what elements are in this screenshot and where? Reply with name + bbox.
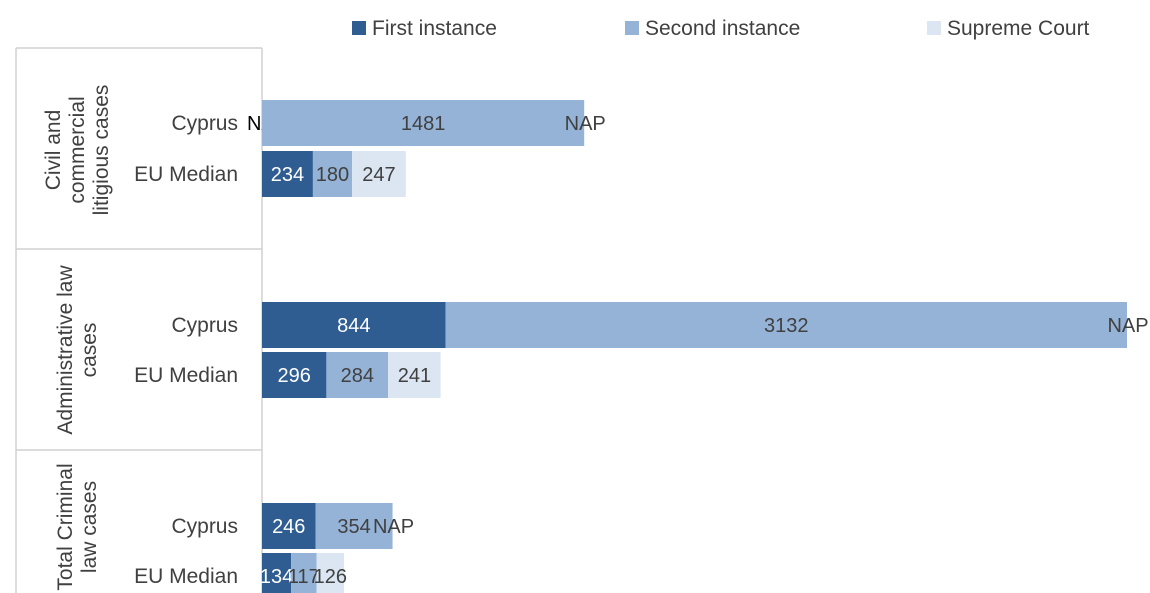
bar-segment-second-instance	[262, 100, 585, 146]
group-label-line: commercial	[66, 96, 89, 203]
group-label-line: Administrative law	[54, 265, 77, 435]
bar-segment-first-instance	[262, 302, 446, 348]
data-label: 3132	[764, 315, 809, 337]
data-label: 1481	[401, 113, 446, 135]
category-label: Cyprus	[171, 112, 238, 135]
legend-label-3: Supreme Court	[947, 17, 1090, 40]
bar-segment-second-instance	[445, 302, 1127, 348]
data-label: 180	[316, 164, 349, 186]
group-label-line: Total Criminal	[54, 463, 77, 590]
data-label: 844	[337, 315, 370, 337]
bar-segment-second-instance	[315, 503, 393, 549]
bar-segment-first-instance	[262, 503, 316, 549]
data-label: 241	[398, 365, 431, 387]
bar-segment-second-instance	[326, 352, 389, 398]
group-label-line: law cases	[78, 481, 101, 573]
legend-swatch-2	[625, 21, 639, 35]
data-label: 117	[288, 566, 320, 588]
group-label-3: Total Criminallaw cases	[54, 463, 101, 590]
data-label: 134	[260, 566, 293, 588]
group-label-line: litigious cases	[90, 85, 113, 216]
legend: First instance Second instance Supreme Cou…	[352, 17, 1090, 40]
bar-segment-supreme-court	[388, 352, 441, 398]
group-label-line: Civil and	[42, 110, 65, 191]
category-label: EU Median	[134, 163, 238, 186]
data-label: 284	[341, 365, 374, 387]
legend-swatch-3	[927, 21, 941, 35]
bar-segment-supreme-court	[316, 553, 345, 593]
data-label: NAP	[565, 113, 606, 135]
data-label: 246	[272, 516, 305, 538]
bar-segment-second-instance	[312, 151, 353, 197]
data-label: 247	[362, 164, 395, 186]
data-label: NAP	[373, 516, 414, 538]
group-label-line: cases	[78, 323, 101, 378]
legend-swatch-1	[352, 21, 366, 35]
legend-label-2: Second instance	[645, 17, 800, 40]
group-label-1: Civil andcommerciallitigious cases	[42, 85, 113, 216]
bar-segment-first-instance	[262, 151, 313, 197]
category-label: EU Median	[134, 565, 238, 588]
bar-segment-first-instance	[262, 553, 292, 593]
data-label: NAP	[1107, 315, 1148, 337]
data-label: 234	[271, 164, 304, 186]
bar-segment-first-instance	[262, 352, 327, 398]
data-label: 354	[337, 516, 370, 538]
category-label: Cyprus	[171, 314, 238, 337]
bar-segment-supreme-court	[352, 151, 406, 197]
data-label: 296	[278, 365, 311, 387]
group-labels: Civil andcommerciallitigious cases Admini…	[42, 85, 113, 591]
category-label: Cyprus	[171, 515, 238, 538]
bar-segment-second-instance	[291, 553, 317, 593]
legend-label-1: First instance	[372, 17, 497, 40]
category-label: EU Median	[134, 364, 238, 387]
group-label-2: Administrative lawcases	[54, 265, 101, 435]
data-label: 126	[314, 566, 347, 588]
